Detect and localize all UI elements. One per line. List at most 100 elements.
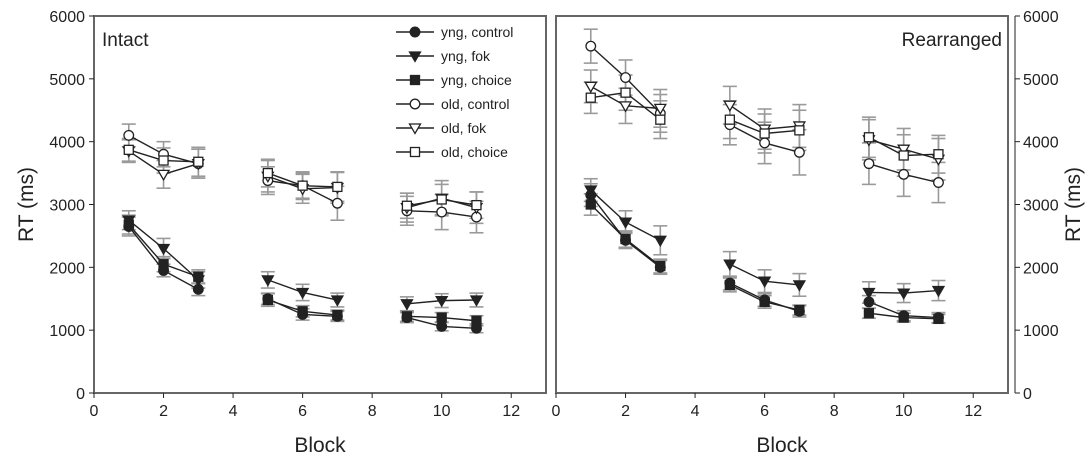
- data-point-yng-fok: [295, 287, 310, 300]
- legend-label: old, choice: [441, 144, 508, 160]
- legend-label: old, fok: [441, 120, 487, 136]
- series-yng-choice: [123, 219, 482, 326]
- y-tick-label: 2000: [49, 260, 85, 277]
- data-point-old-fok: [584, 81, 598, 94]
- x-tick-label: 12: [964, 403, 982, 420]
- data-point-old-control: [759, 137, 771, 149]
- legend-marker-yng-choice: [409, 74, 421, 86]
- panel-title: Rearranged: [902, 30, 1002, 51]
- data-point-yng-fok: [584, 185, 598, 197]
- data-point-yng-fok: [931, 285, 946, 298]
- legend-label: yng, fok: [441, 48, 491, 64]
- legend: yng, control yng, fok yng, choice old, cont…: [396, 24, 513, 160]
- data-point-yng-fok: [723, 259, 737, 271]
- data-point-yng-fok: [330, 295, 345, 307]
- series-yng-choice: [585, 199, 944, 325]
- series-old-choice: [585, 87, 944, 161]
- data-point-yng-choice: [655, 260, 666, 272]
- data-point-old-choice: [585, 92, 596, 103]
- data-point-old-choice: [863, 132, 875, 143]
- data-point-yng-fok: [435, 295, 449, 308]
- x-tick-label: 10: [433, 403, 451, 420]
- x-tick-label: 10: [895, 403, 913, 420]
- rearranged-panel: 0 2 4 6 8 10 12 Block 0 1000 2000 3000 4000 5000 6000 R…: [552, 9, 1085, 457]
- data-point-yng-fok: [792, 280, 807, 292]
- x-axis-title: Block: [756, 434, 808, 457]
- data-point-yng-choice: [724, 279, 735, 291]
- data-point-yng-choice: [123, 219, 134, 230]
- series-old-choice: [123, 144, 482, 211]
- data-point-yng-fok: [469, 295, 484, 307]
- data-point-old-control: [620, 72, 631, 84]
- y-tick-label: 5000: [1023, 72, 1059, 89]
- data-point-old-control: [793, 146, 805, 158]
- data-point-old-fok: [723, 100, 737, 113]
- data-point-old-choice: [262, 167, 273, 179]
- data-point-yng-choice: [898, 312, 909, 323]
- data-point-yng-choice: [585, 199, 596, 210]
- series-yng-fok: [584, 185, 946, 300]
- data-point-yng-choice: [262, 294, 273, 306]
- data-point-old-choice: [471, 199, 482, 211]
- data-point-old-control: [863, 158, 875, 170]
- data-point-yng-fok: [400, 299, 414, 311]
- x-tick-label: 12: [502, 403, 520, 420]
- data-point-old-choice: [724, 114, 735, 125]
- panel-title: Intact: [102, 30, 149, 51]
- data-point-yng-choice: [297, 306, 308, 317]
- data-point-old-choice: [898, 150, 909, 161]
- x-tick-label: 6: [298, 403, 307, 420]
- y-tick-label: 4000: [49, 135, 85, 152]
- data-point-yng-fok: [261, 275, 275, 287]
- data-point-yng-fok: [862, 287, 876, 300]
- y-tick-label: 1000: [49, 323, 85, 340]
- data-point-yng-choice: [471, 315, 482, 326]
- data-point-old-choice: [297, 180, 308, 191]
- data-point-old-control: [436, 206, 448, 218]
- y-tick-label: 5000: [49, 72, 85, 89]
- legend-marker-yng-fok: [408, 51, 422, 63]
- data-point-yng-fok: [653, 235, 667, 248]
- x-tick-label: 6: [760, 403, 769, 420]
- data-point-yng-choice: [759, 296, 770, 308]
- data-point-yng-control: [436, 320, 448, 332]
- data-point-old-control: [123, 129, 135, 141]
- data-point-yng-choice: [620, 233, 631, 245]
- data-point-yng-choice: [933, 313, 944, 325]
- data-point-yng-fok: [897, 288, 911, 300]
- data-point-old-choice: [794, 125, 805, 136]
- series-yng-fok: [122, 215, 484, 311]
- x-axis-title: Block: [294, 434, 346, 457]
- y-tick-label: 3000: [1023, 198, 1059, 215]
- data-point-old-fok: [618, 101, 633, 113]
- y-tick-label: 6000: [1023, 9, 1059, 26]
- legend-marker-old-fok: [408, 123, 422, 135]
- data-point-old-choice: [759, 128, 770, 139]
- data-point-old-control: [585, 40, 597, 52]
- y-tick-label: 3000: [49, 198, 85, 215]
- data-point-old-control: [331, 197, 343, 209]
- data-point-old-choice: [158, 155, 169, 166]
- x-tick-label: 4: [229, 403, 238, 420]
- data-point-yng-choice: [401, 311, 413, 322]
- data-point-yng-choice: [794, 304, 805, 316]
- data-point-yng-fok: [757, 276, 772, 288]
- data-point-old-control: [898, 168, 910, 180]
- data-point-yng-choice: [193, 271, 204, 282]
- data-point-old-choice: [655, 114, 666, 125]
- legend-label: old, control: [441, 96, 509, 112]
- x-tick-label: 2: [621, 403, 630, 420]
- x-tick-label: 4: [691, 403, 700, 420]
- data-point-old-choice: [620, 87, 631, 98]
- data-point-yng-fok: [618, 217, 633, 229]
- data-point-old-choice: [332, 181, 343, 193]
- x-tick-label: 8: [368, 403, 377, 420]
- data-point-old-choice: [123, 144, 134, 155]
- legend-label: yng, control: [441, 24, 513, 40]
- data-point-old-fok: [653, 103, 667, 116]
- data-point-old-control: [933, 177, 944, 188]
- legend-marker-old-control: [409, 98, 421, 110]
- legend-label: yng, choice: [441, 72, 512, 88]
- data-point-yng-choice: [863, 308, 875, 319]
